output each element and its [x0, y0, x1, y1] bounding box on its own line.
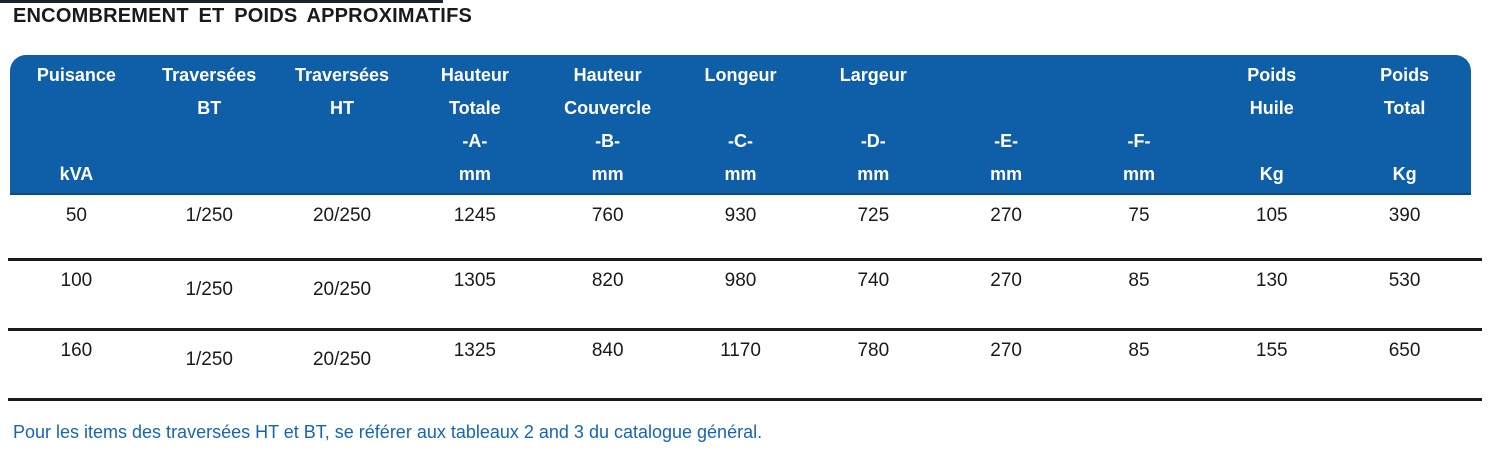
header-line: BT [197, 98, 222, 118]
header-line: -B- [595, 131, 621, 151]
header-line: mm [591, 164, 624, 184]
cell-dim-e: 270 [990, 270, 1022, 291]
table-row: 100 1/250 20/250 1305 820 980 740 270 85… [10, 268, 1471, 302]
cell-largeur: 725 [857, 205, 890, 226]
header-col-hauteur-totale: Hauteur Totale -A- mm [408, 59, 541, 193]
header-line [10, 92, 143, 125]
header-line: Traversées [294, 65, 390, 85]
header-line: -F- [1127, 131, 1151, 151]
cell-puissance: 160 [60, 340, 93, 361]
cell-dim-e: 270 [990, 340, 1022, 361]
cell-dim-f: 85 [1128, 340, 1150, 361]
cell-hauteur-totale: 1325 [453, 340, 496, 361]
row-separator [8, 258, 1482, 261]
header-line: Couvercle [564, 98, 652, 118]
header-line: -D- [860, 131, 886, 151]
cell-poids-total: 390 [1388, 205, 1421, 226]
cell-poids-total: 530 [1388, 270, 1421, 291]
header-line [1338, 125, 1471, 158]
header-line: Poids [1380, 65, 1430, 85]
header-line [143, 125, 276, 158]
cell-dim-e: 270 [990, 205, 1022, 226]
header-col-longeur: Longeur -C- mm [674, 59, 807, 193]
cell-puissance: 50 [65, 205, 87, 226]
cell-dim-f: 85 [1128, 270, 1150, 291]
header-line: Kg [1392, 164, 1417, 184]
header-col-dim-e: -E- mm [940, 59, 1073, 193]
header-line: mm [990, 164, 1023, 184]
cell-longeur: 1170 [720, 340, 761, 361]
cell-hauteur-totale: 1245 [453, 205, 496, 226]
cell-hauteur-couvercle: 760 [591, 205, 624, 226]
header-line: Puisance [36, 65, 116, 85]
header-line: mm [724, 164, 757, 184]
header-line: -A- [462, 131, 488, 151]
header-line [143, 158, 276, 191]
table-row: 160 1/250 20/250 1325 840 1170 780 270 8… [10, 338, 1471, 372]
header-line [940, 59, 1073, 92]
header-line: mm [1122, 164, 1155, 184]
header-line [940, 92, 1073, 125]
cell-puissance: 100 [60, 270, 93, 291]
top-rule-decoration [0, 0, 443, 3]
header-col-puissance: Puisance kVA [10, 59, 143, 193]
header-line: Longeur [704, 65, 777, 85]
cell-longeur: 930 [724, 205, 757, 226]
header-line [674, 92, 807, 125]
header-line: -C- [727, 131, 753, 151]
header-line: Hauteur [440, 65, 509, 85]
footnote: Pour les items des traversées HT et BT, … [13, 422, 763, 442]
cell-longeur: 980 [724, 270, 757, 291]
header-line: kVA [59, 164, 94, 184]
row-separator [8, 398, 1482, 401]
cell-largeur: 740 [857, 270, 890, 291]
header-line: -E- [994, 131, 1019, 151]
header-line [1073, 92, 1206, 125]
cell-traversees-bt: 1/250 [185, 349, 233, 370]
header-line: Kg [1259, 164, 1284, 184]
header-line: HT [330, 98, 355, 118]
header-col-traversees-ht: Traversées HT [276, 59, 409, 193]
cell-dim-f: 75 [1128, 205, 1150, 226]
header-line: Largeur [839, 65, 907, 85]
header-col-dim-f: -F- mm [1073, 59, 1206, 193]
header-line [276, 158, 409, 191]
header-col-hauteur-couvercle: Hauteur Couvercle -B- mm [541, 59, 674, 193]
cell-poids-total: 650 [1388, 340, 1421, 361]
page-title: ENCOMBREMENT ET POIDS APPROXIMATIFS [13, 5, 473, 27]
header-line [276, 125, 409, 158]
header-line [1073, 59, 1206, 92]
header-line: mm [857, 164, 890, 184]
cell-traversees-ht: 20/250 [312, 349, 372, 370]
header-col-traversees-bt: Traversées BT [143, 59, 276, 193]
cell-traversees-ht: 20/250 [312, 205, 372, 226]
row-separator [8, 328, 1482, 331]
cell-traversees-ht: 20/250 [312, 279, 372, 300]
header-line: mm [458, 164, 491, 184]
header-line: Hauteur [573, 65, 642, 85]
cell-traversees-bt: 1/250 [185, 279, 233, 300]
header-line: Huile [1249, 98, 1294, 118]
header-line: Poids [1247, 65, 1297, 85]
cell-poids-huile: 105 [1255, 205, 1288, 226]
cell-poids-huile: 155 [1255, 340, 1288, 361]
cell-hauteur-totale: 1305 [453, 270, 496, 291]
table-header: Puisance kVA Traversées BT Traversées HT… [10, 55, 1471, 195]
header-line: Total [1383, 98, 1426, 118]
header-col-poids-total: Poids Total Kg [1338, 59, 1471, 193]
header-line [10, 125, 143, 158]
header-line: Totale [449, 98, 501, 118]
header-line [807, 92, 940, 125]
header-col-largeur: Largeur -D- mm [807, 59, 940, 193]
header-line: Traversées [162, 65, 257, 85]
header-col-poids-huile: Poids Huile Kg [1205, 59, 1338, 193]
cell-hauteur-couvercle: 820 [591, 270, 624, 291]
cell-traversees-bt: 1/250 [185, 205, 233, 226]
cell-poids-huile: 130 [1255, 270, 1288, 291]
cell-hauteur-couvercle: 840 [591, 340, 624, 361]
table-row: 50 1/250 20/250 1245 760 930 725 270 75 … [10, 203, 1471, 228]
header-line [1205, 125, 1338, 158]
cell-largeur: 780 [857, 340, 890, 361]
